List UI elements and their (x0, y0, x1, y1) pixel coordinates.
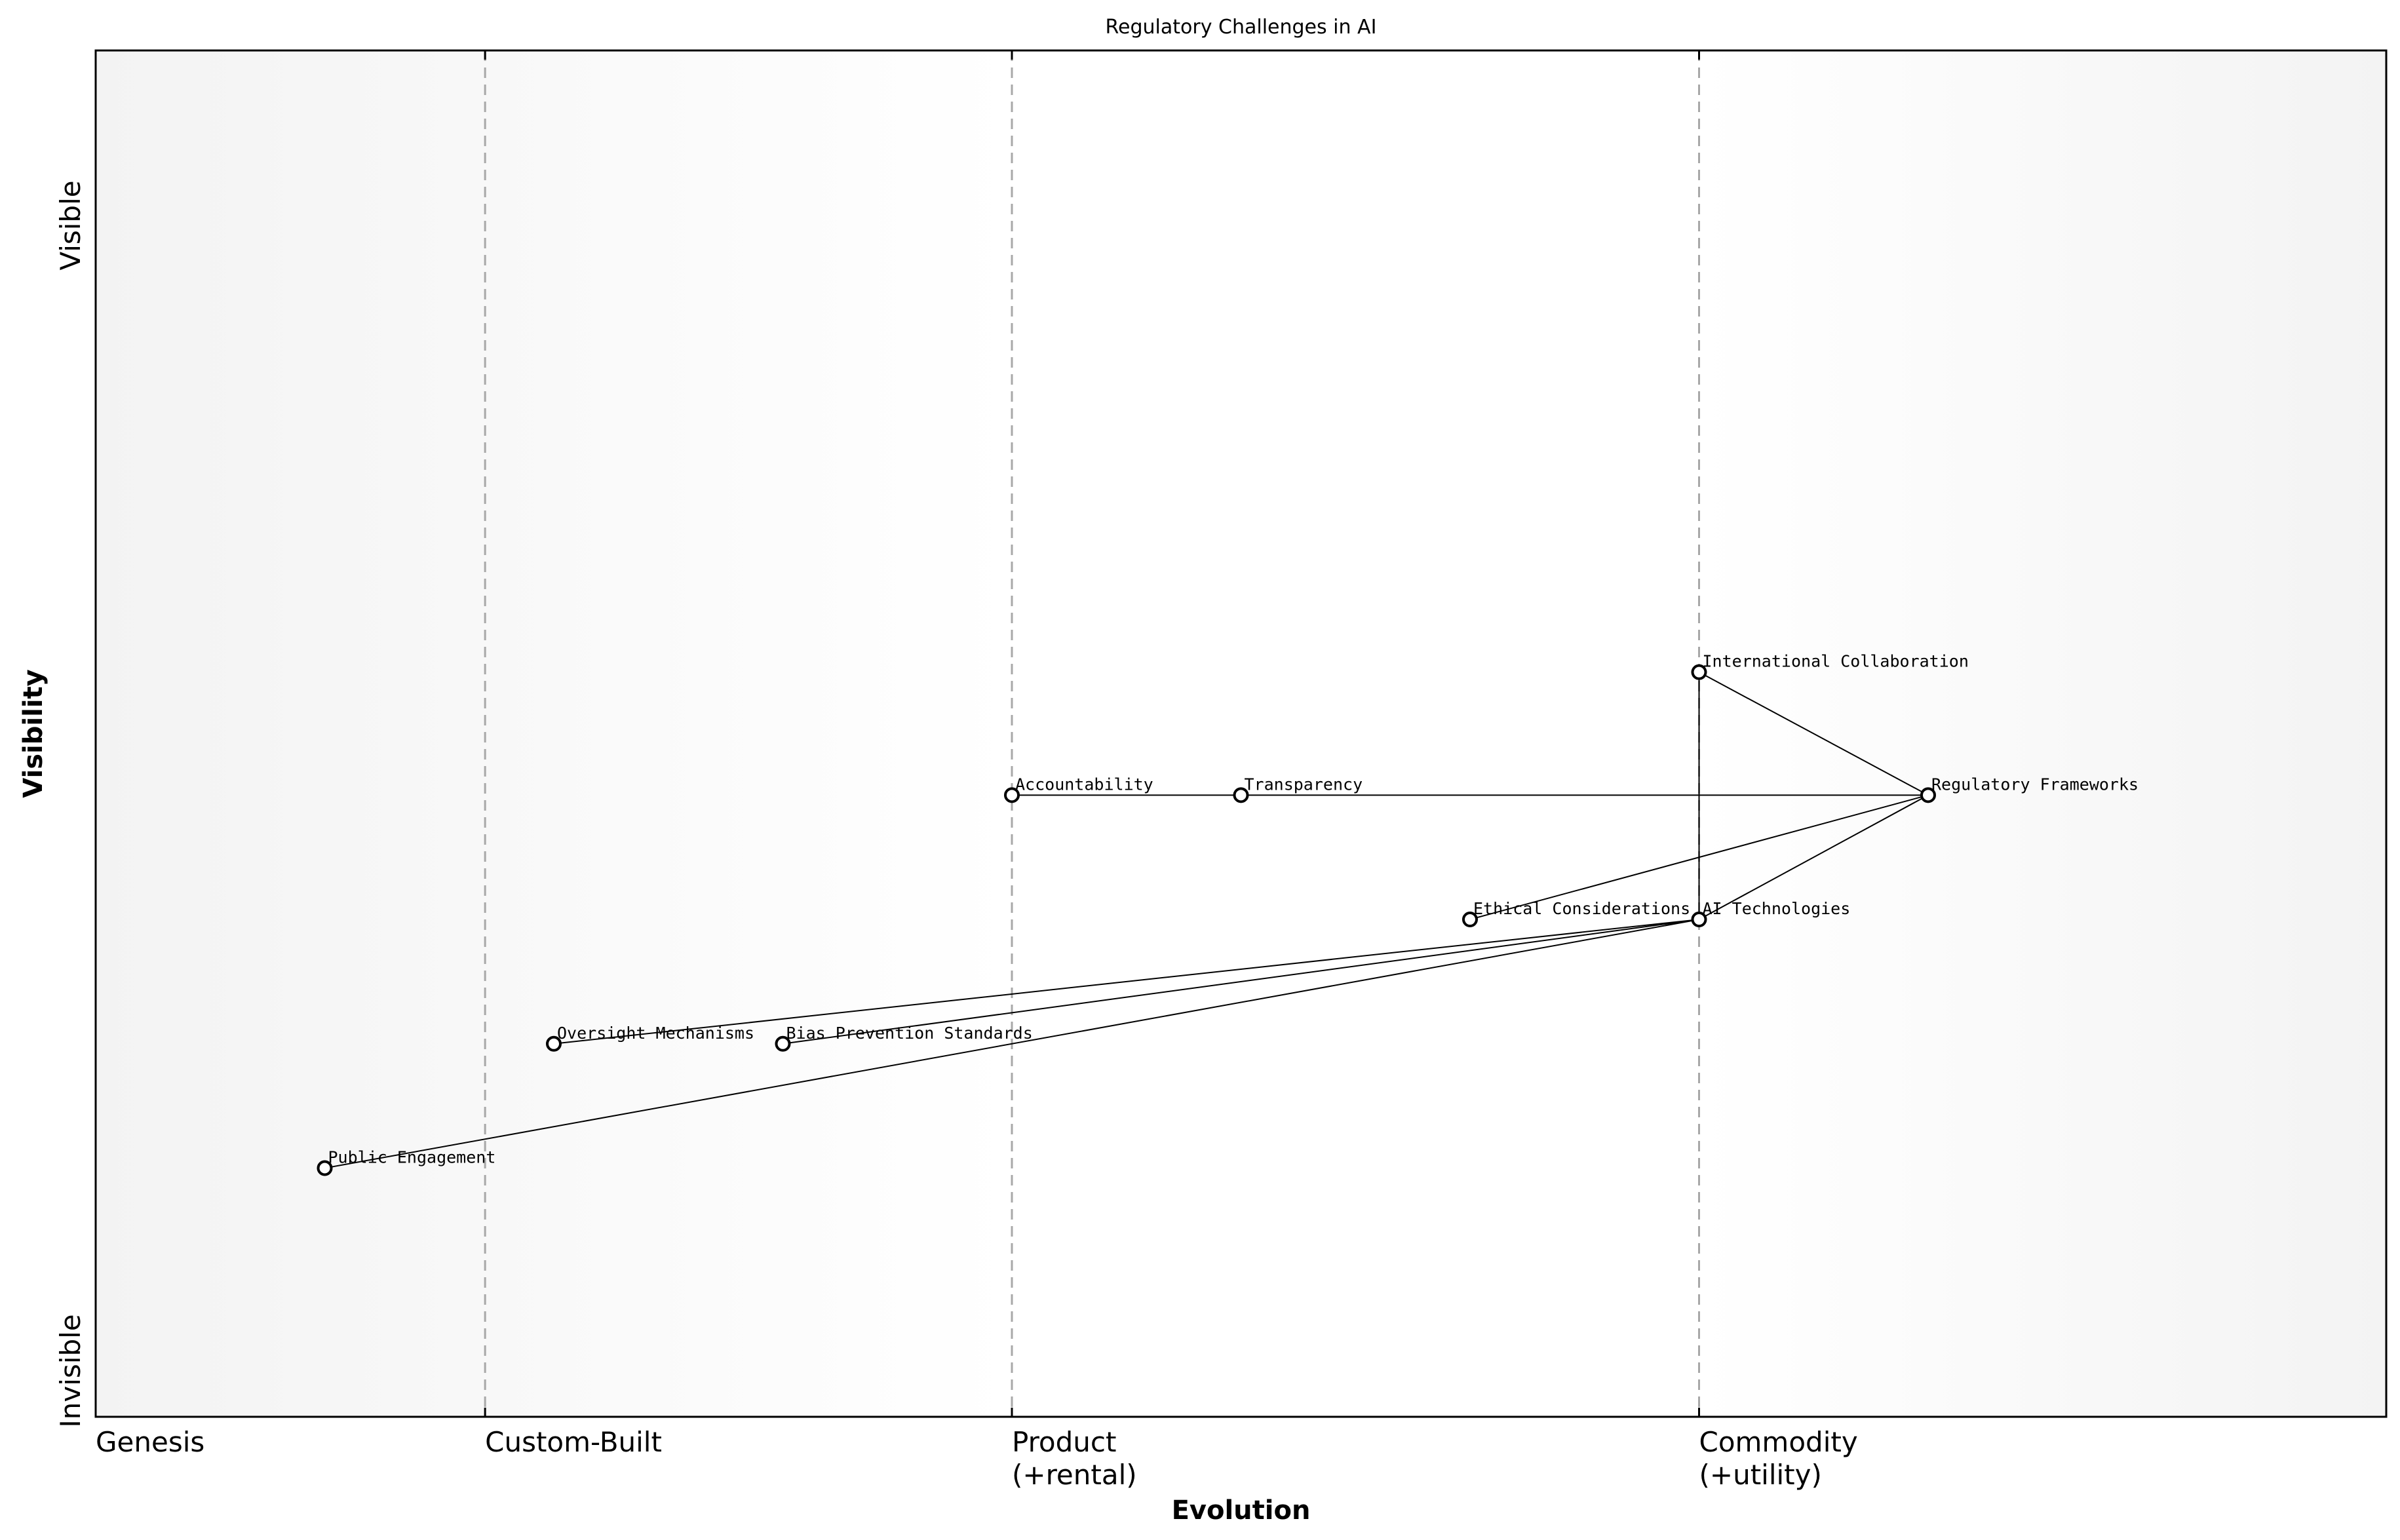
visibility-low-label: Invisible (54, 1314, 87, 1427)
dependency-edges (324, 671, 1929, 1169)
dependency-edge (1469, 794, 1929, 921)
visibility-high-label: Visible (54, 180, 87, 270)
component-node (317, 1160, 333, 1176)
component-node (1233, 787, 1249, 803)
component-node (1462, 912, 1478, 928)
component-label: Regulatory Frameworks (1931, 775, 2139, 794)
evolution-stage-labels: Genesis Custom-Built Product(+rental) Commo… (96, 1426, 1858, 1491)
stage-label: (+rental) (1012, 1459, 1137, 1491)
component-node (775, 1035, 791, 1052)
component-label: Bias Prevention Standards (786, 1024, 1033, 1043)
dependency-edge (1699, 794, 1929, 920)
dependency-edge (1699, 671, 1929, 796)
stage-label: Commodity (1699, 1426, 1858, 1458)
dependency-edge (324, 919, 1699, 1169)
component-label: International Collaboration (1703, 652, 1969, 671)
stage-label: (+utility) (1699, 1459, 1822, 1491)
plot-frame (94, 49, 2388, 1418)
chart-title: Regulatory Challenges in AI (1106, 16, 1377, 39)
component-label: Transparency (1245, 775, 1363, 794)
component-label: Ethical Considerations (1473, 899, 1690, 918)
component-label: Public Engagement (328, 1148, 496, 1167)
component-node (1691, 664, 1707, 680)
component-node (546, 1035, 562, 1052)
stage-label: Custom-Built (485, 1426, 662, 1458)
component-label: AI Technologies (1703, 899, 1851, 918)
dependency-edge (783, 919, 1699, 1045)
stage-label: Product (1012, 1426, 1116, 1458)
component-node (1004, 787, 1020, 803)
stage-label: Genesis (96, 1426, 204, 1458)
plot-background (96, 50, 2386, 1417)
component-label: Oversight Mechanisms (557, 1024, 754, 1043)
component-node (1920, 787, 1936, 803)
y-axis-title: Visibility (18, 669, 48, 798)
component-node (1691, 912, 1707, 928)
component-label: Accountability (1015, 775, 1153, 794)
component-nodes: International Collaboration Accountabilit… (317, 652, 2139, 1176)
dependency-edge (553, 919, 1699, 1045)
x-axis-title: Evolution (1172, 1495, 1311, 1526)
